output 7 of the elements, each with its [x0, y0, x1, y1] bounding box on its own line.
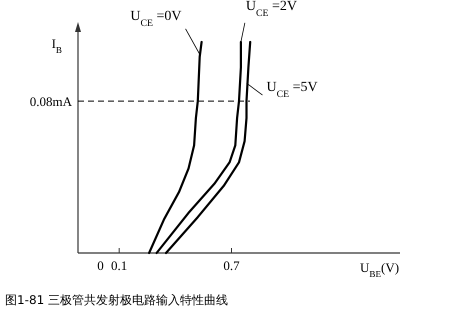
- ref-line-label: 0.08mA: [30, 94, 73, 110]
- annotation: 图1-81 三极管共发射极电路输入特性曲线: [5, 293, 228, 307]
- x-tick-label: 0.7: [223, 258, 240, 273]
- x-tick-label: 0: [97, 258, 104, 273]
- x-tick-label: 0.1: [111, 258, 128, 273]
- ylabel: I$_{B}$: [52, 36, 62, 55]
- xlabel: U$_{BE}$(V): [360, 260, 400, 279]
